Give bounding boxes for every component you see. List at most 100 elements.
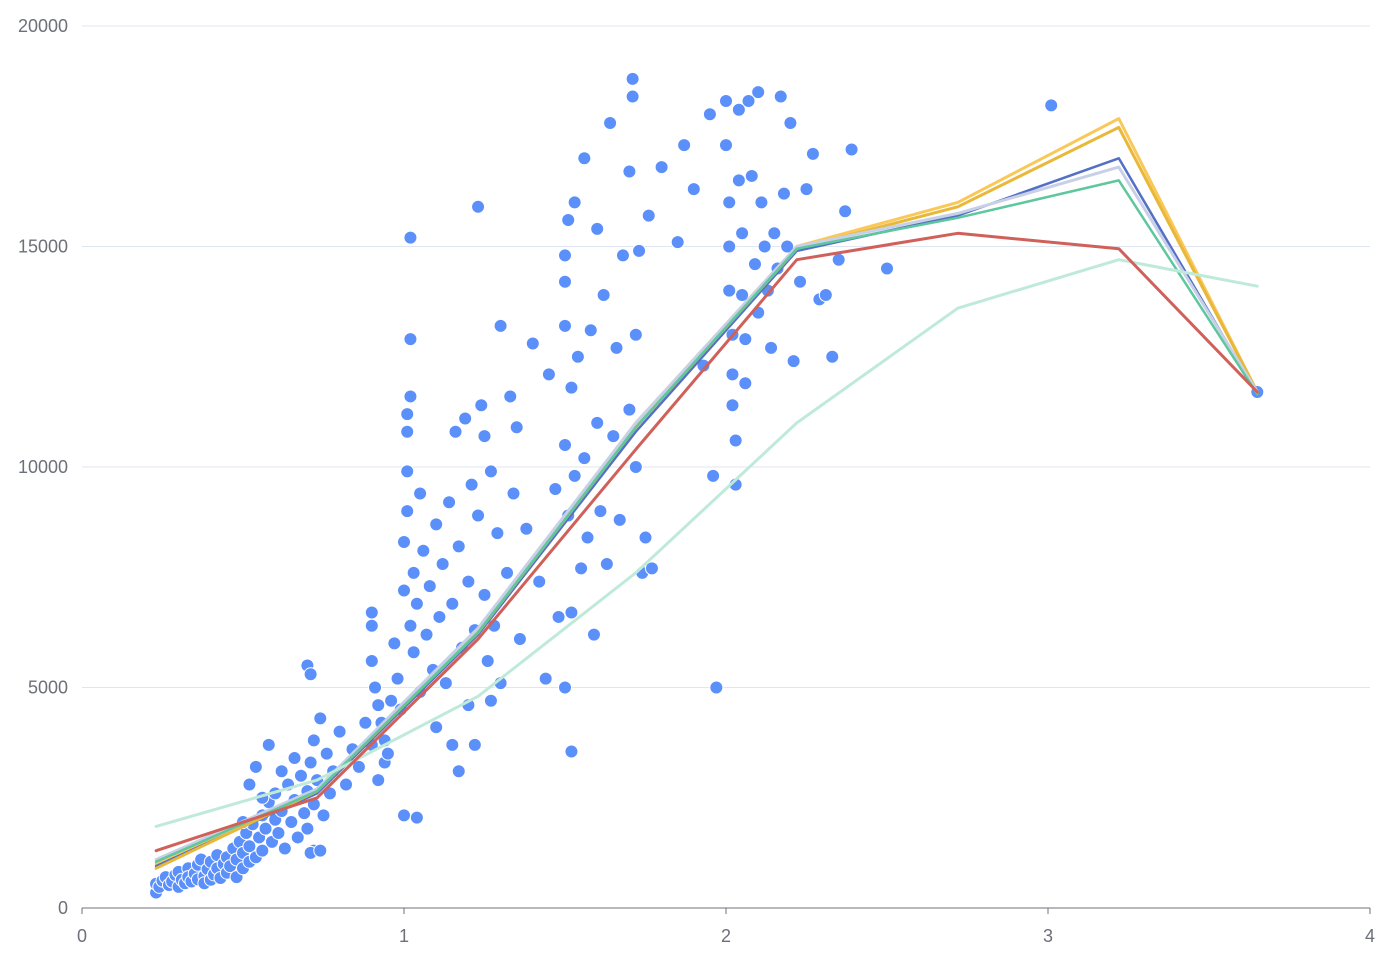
scatter-point[interactable]: [397, 808, 411, 823]
scatter-point[interactable]: [258, 821, 273, 836]
scatter-point[interactable]: [364, 654, 379, 669]
scatter-point[interactable]: [445, 737, 460, 752]
scatter-point[interactable]: [471, 508, 486, 523]
scatter-point[interactable]: [603, 116, 618, 131]
scatter-point[interactable]: [570, 349, 585, 364]
series-line[interactable]: [154, 258, 1259, 828]
scatter-point[interactable]: [451, 764, 466, 779]
scatter-point[interactable]: [558, 680, 572, 695]
scatter-point[interactable]: [519, 521, 534, 536]
scatter-point[interactable]: [384, 693, 399, 708]
scatter-point[interactable]: [599, 557, 614, 572]
scatter-point[interactable]: [564, 744, 579, 759]
scatter-point[interactable]: [413, 486, 428, 501]
scatter-point[interactable]: [551, 609, 566, 624]
scatter-point[interactable]: [728, 433, 743, 448]
scatter-point[interactable]: [783, 116, 798, 131]
scatter-point[interactable]: [483, 693, 498, 708]
scatter-point[interactable]: [364, 618, 379, 633]
scatter-point[interactable]: [400, 407, 415, 422]
scatter-point[interactable]: [844, 142, 859, 157]
scatter-point[interactable]: [709, 680, 724, 695]
scatter-point[interactable]: [564, 605, 579, 620]
scatter-point[interactable]: [287, 751, 302, 766]
scatter-point[interactable]: [255, 843, 270, 858]
scatter-point[interactable]: [409, 596, 424, 611]
scatter-point[interactable]: [429, 720, 444, 735]
scatter-point[interactable]: [609, 340, 624, 355]
scatter-point[interactable]: [483, 464, 498, 479]
scatter-point[interactable]: [719, 138, 733, 153]
scatter-point[interactable]: [786, 354, 801, 369]
scatter-point[interactable]: [548, 482, 563, 497]
scatter-point[interactable]: [776, 186, 791, 201]
scatter-point[interactable]: [261, 737, 276, 752]
scatter-point[interactable]: [696, 358, 711, 373]
scatter-point[interactable]: [313, 711, 328, 726]
scatter-point[interactable]: [390, 671, 405, 686]
scatter-point[interactable]: [583, 323, 598, 338]
scatter-point[interactable]: [725, 398, 740, 413]
scatter-point[interactable]: [706, 468, 721, 483]
scatter-point[interactable]: [622, 402, 637, 417]
scatter-point[interactable]: [838, 204, 853, 219]
scatter-point[interactable]: [419, 627, 434, 642]
scatter-point[interactable]: [332, 724, 347, 739]
scatter-point[interactable]: [403, 230, 418, 245]
series-line[interactable]: [154, 165, 1259, 861]
scatter-point[interactable]: [351, 759, 366, 774]
scatter-point[interactable]: [464, 477, 479, 492]
scatter-point[interactable]: [403, 332, 418, 347]
scatter-point[interactable]: [339, 777, 354, 792]
scatter-point[interactable]: [686, 182, 701, 197]
scatter-point[interactable]: [474, 398, 489, 413]
scatter-point[interactable]: [448, 424, 463, 439]
scatter-point[interactable]: [293, 768, 308, 783]
scatter-point[interactable]: [397, 534, 411, 549]
scatter-point[interactable]: [670, 235, 685, 250]
scatter-point[interactable]: [277, 841, 292, 856]
scatter-point[interactable]: [628, 327, 643, 342]
scatter-point[interactable]: [744, 168, 759, 183]
scatter-point[interactable]: [274, 764, 289, 779]
scatter-point[interactable]: [371, 773, 386, 788]
scatter-point[interactable]: [400, 504, 415, 519]
scatter-point[interactable]: [435, 557, 450, 572]
scatter-point[interactable]: [773, 89, 788, 104]
scatter-point[interactable]: [735, 288, 750, 303]
scatter-point[interactable]: [458, 411, 473, 426]
scatter-point[interactable]: [313, 843, 328, 858]
scatter-point[interactable]: [480, 654, 495, 669]
scatter-point[interactable]: [451, 539, 466, 554]
scatter-point[interactable]: [532, 574, 547, 589]
scatter-point[interactable]: [358, 715, 373, 730]
scatter-point[interactable]: [722, 283, 737, 298]
scatter-point[interactable]: [725, 367, 740, 382]
scatter-point[interactable]: [500, 565, 515, 580]
scatter-point[interactable]: [880, 261, 894, 276]
scatter-point[interactable]: [764, 340, 779, 355]
scatter-point[interactable]: [442, 495, 457, 510]
scatter-point[interactable]: [574, 561, 589, 576]
scatter-point[interactable]: [490, 526, 505, 541]
scatter-point[interactable]: [364, 605, 379, 620]
scatter-point[interactable]: [400, 464, 415, 479]
scatter-point[interactable]: [751, 85, 766, 100]
scatter-point[interactable]: [506, 486, 521, 501]
scatter-point[interactable]: [625, 71, 640, 86]
scatter-point[interactable]: [409, 810, 424, 825]
scatter-point[interactable]: [632, 243, 647, 258]
scatter-point[interactable]: [741, 93, 756, 108]
scatter-point[interactable]: [242, 777, 257, 792]
scatter-point[interactable]: [297, 806, 312, 821]
scatter-point[interactable]: [416, 543, 431, 558]
scatter-point[interactable]: [368, 680, 383, 695]
scatter-point[interactable]: [493, 318, 508, 333]
scatter-point[interactable]: [248, 759, 263, 774]
scatter-point[interactable]: [612, 512, 627, 527]
scatter-point[interactable]: [818, 288, 833, 303]
series-line[interactable]: [154, 179, 1259, 863]
scatter-point[interactable]: [525, 336, 540, 351]
scatter-point[interactable]: [438, 676, 453, 691]
scatter-point[interactable]: [403, 618, 418, 633]
